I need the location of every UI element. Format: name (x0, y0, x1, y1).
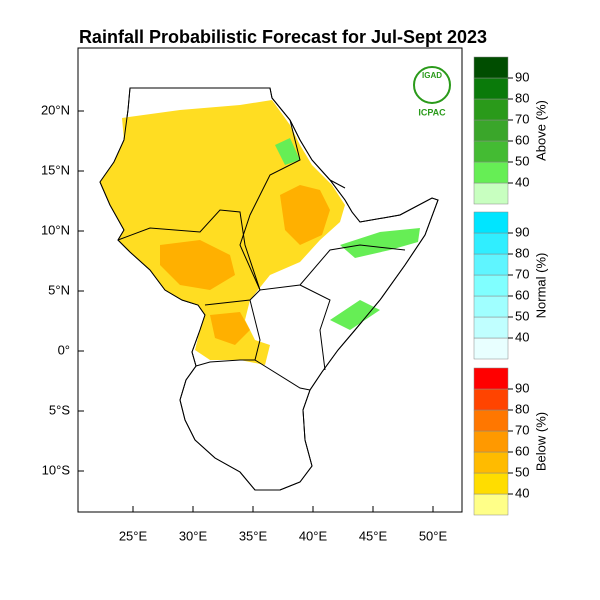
lon-tick-label: 25°E (119, 528, 148, 543)
colorbar-box (473, 388, 509, 411)
logo-name: IGAD (422, 71, 442, 80)
colorbar-box (473, 119, 509, 142)
below-core (210, 312, 250, 345)
lat-tick-label: 5°N (48, 282, 70, 297)
colorbar-box (473, 451, 509, 474)
above-area (340, 228, 420, 258)
colorbar-box (473, 316, 509, 339)
below-core (160, 240, 235, 290)
region (99, 87, 439, 491)
colorbar-box (473, 140, 509, 163)
lat-tick-label: 5°S (49, 402, 70, 417)
below-core (280, 185, 330, 245)
colorbar-tick-label: 70 (515, 266, 529, 281)
colorbar-tick-label: 60 (515, 132, 529, 147)
colorbar-label: Below (%) (533, 412, 548, 471)
colorbar-tick-label: 50 (515, 464, 529, 479)
colorbar-tick-label: 40 (515, 329, 529, 344)
colorbar-box (473, 493, 509, 516)
colorbar-tick-label: 50 (515, 153, 529, 168)
colorbar-box (473, 56, 509, 79)
border (329, 179, 346, 189)
lon-tick-label: 40°E (299, 528, 328, 543)
border (239, 119, 406, 291)
lat-tick-label: 10°N (41, 222, 70, 237)
colorbar-tick-label: 80 (515, 245, 529, 260)
above-area (275, 138, 300, 165)
colorbar-box (473, 472, 509, 495)
border (254, 359, 311, 391)
lon-tick-label: 35°E (239, 528, 268, 543)
colorbar-box (473, 98, 509, 121)
colorbar-box (473, 367, 509, 390)
lon-tick-label: 50°E (419, 528, 448, 543)
coastline (99, 87, 439, 491)
border (117, 209, 261, 306)
logo: IGAD ICPAC (413, 66, 451, 117)
colorbar-box (473, 161, 509, 184)
colorbar-tick-label: 70 (515, 422, 529, 437)
colorbar-box (473, 409, 509, 432)
lon-tick-label: 30°E (179, 528, 208, 543)
logo-ring (413, 66, 451, 104)
border (299, 284, 331, 371)
lat-tick-label: 20°N (41, 102, 70, 117)
colorbar-tick-label: 80 (515, 401, 529, 416)
colorbar-tick-label: 80 (515, 90, 529, 105)
colorbar-box (473, 337, 509, 360)
colorbar-box (473, 274, 509, 297)
colorbar-box (473, 77, 509, 100)
border (195, 299, 261, 367)
colorbar-label: Normal (%) (533, 253, 548, 319)
colorbar-box (473, 253, 509, 276)
colorbar-tick-label: 60 (515, 443, 529, 458)
colorbar-tick-label: 70 (515, 111, 529, 126)
colorbar-box (473, 430, 509, 453)
colorbar-box (473, 182, 509, 205)
lat-tick-label: 10°S (42, 462, 71, 477)
lat-tick-label: 0° (58, 342, 70, 357)
map-title: Rainfall Probabilistic Forecast for Jul-… (79, 27, 487, 47)
colorbar-tick-label: 40 (515, 174, 529, 189)
colorbar-label: Above (%) (533, 100, 548, 161)
lat-tick-label: 15°N (41, 162, 70, 177)
colorbar-tick-label: 60 (515, 287, 529, 302)
logo-org: ICPAC (418, 107, 446, 117)
above-area (330, 300, 380, 330)
colorbar-tick-label: 90 (515, 380, 529, 395)
colorbar-box (473, 295, 509, 318)
below-area (100, 100, 345, 365)
lon-tick-label: 45°E (359, 528, 388, 543)
colorbar-tick-label: 90 (515, 224, 529, 239)
colorbar-tick-label: 50 (515, 308, 529, 323)
colorbar-tick-label: 40 (515, 485, 529, 500)
colorbar-box (473, 232, 509, 255)
colorbar-box (473, 211, 509, 234)
colorbar-tick-label: 90 (515, 69, 529, 84)
